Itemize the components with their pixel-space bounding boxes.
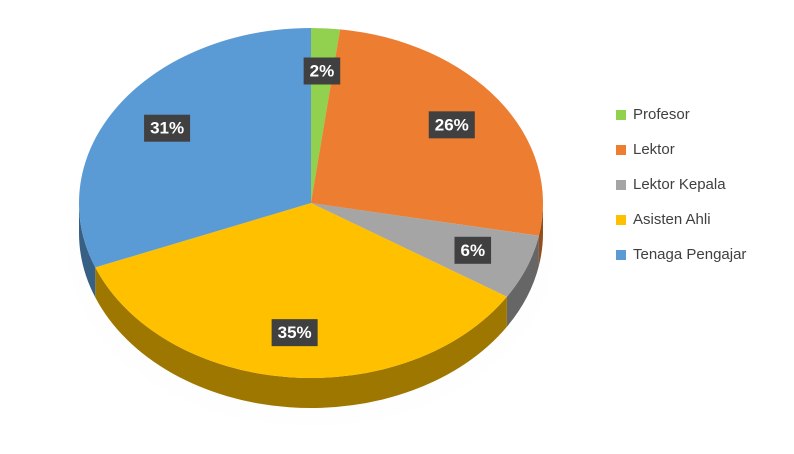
legend-marker <box>616 215 626 225</box>
legend-label: Tenaga Pengajar <box>633 246 746 263</box>
value-label-bg <box>144 114 191 142</box>
value-label-bg <box>454 236 492 264</box>
legend-marker <box>616 180 626 190</box>
legend-marker <box>616 250 626 260</box>
legend-label: Asisten Ahli <box>633 211 711 228</box>
slice <box>311 29 543 236</box>
legend-label: Lektor <box>633 141 675 158</box>
value-label: 35% <box>278 323 312 342</box>
value-label-bg <box>428 111 475 139</box>
slice-side <box>538 203 543 266</box>
legend-label: Profesor <box>633 106 690 123</box>
slice-side <box>79 203 96 298</box>
slice <box>79 28 312 268</box>
legend-marker <box>616 145 626 155</box>
slice <box>311 203 539 297</box>
legend-box <box>608 97 766 273</box>
value-label-bg <box>303 57 341 85</box>
value-label-bg <box>271 319 318 347</box>
value-label: 26% <box>435 115 469 134</box>
value-label: 6% <box>460 241 485 260</box>
slice-side <box>506 235 539 327</box>
value-label: 2% <box>310 61 335 80</box>
slice <box>95 203 507 378</box>
legend-label: Lektor Kepala <box>633 176 726 193</box>
slice-side <box>95 267 507 408</box>
legend-marker <box>616 110 626 120</box>
value-label: 31% <box>150 119 184 138</box>
